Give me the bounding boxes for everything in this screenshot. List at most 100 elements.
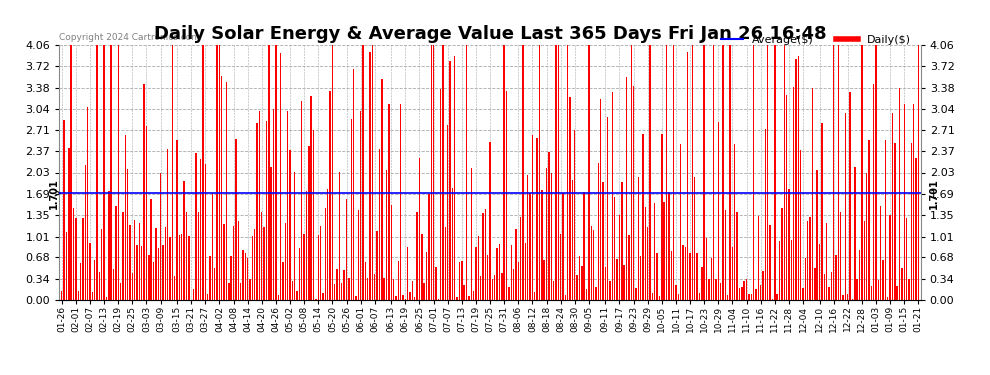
Bar bbox=[101, 229, 103, 300]
Bar bbox=[788, 189, 790, 300]
Bar bbox=[537, 138, 538, 300]
Bar bbox=[240, 282, 242, 300]
Bar bbox=[668, 192, 669, 300]
Bar bbox=[858, 250, 860, 300]
Bar bbox=[424, 283, 425, 300]
Bar bbox=[327, 189, 329, 300]
Bar bbox=[265, 122, 267, 300]
Bar bbox=[146, 126, 148, 300]
Bar bbox=[433, 45, 435, 300]
Bar bbox=[588, 45, 590, 300]
Bar bbox=[296, 291, 298, 300]
Bar bbox=[750, 294, 752, 300]
Bar bbox=[779, 242, 780, 300]
Bar bbox=[610, 281, 611, 300]
Bar bbox=[277, 295, 279, 300]
Bar bbox=[863, 221, 865, 300]
Bar bbox=[542, 190, 543, 300]
Bar bbox=[760, 285, 761, 300]
Bar bbox=[732, 248, 734, 300]
Bar bbox=[515, 229, 517, 300]
Bar bbox=[61, 291, 62, 300]
Bar bbox=[677, 294, 679, 300]
Bar bbox=[713, 45, 715, 300]
Bar bbox=[840, 212, 842, 300]
Bar bbox=[829, 287, 830, 300]
Bar bbox=[692, 45, 693, 300]
Bar bbox=[463, 285, 465, 300]
Bar bbox=[130, 225, 131, 300]
Bar bbox=[308, 146, 310, 300]
Bar bbox=[696, 253, 698, 300]
Bar bbox=[730, 45, 731, 300]
Bar bbox=[461, 261, 462, 300]
Text: 1.701: 1.701 bbox=[930, 178, 940, 209]
Bar bbox=[417, 212, 418, 300]
Bar bbox=[824, 274, 825, 300]
Bar bbox=[65, 232, 67, 300]
Bar bbox=[273, 109, 274, 300]
Bar bbox=[263, 227, 265, 300]
Bar bbox=[571, 180, 573, 300]
Bar bbox=[350, 119, 351, 300]
Bar bbox=[318, 236, 319, 300]
Bar bbox=[174, 276, 175, 300]
Bar bbox=[889, 215, 891, 300]
Bar bbox=[548, 152, 549, 300]
Bar bbox=[833, 45, 835, 300]
Bar bbox=[552, 281, 554, 300]
Bar bbox=[106, 297, 107, 300]
Bar bbox=[301, 101, 303, 300]
Bar bbox=[600, 99, 601, 300]
Bar bbox=[757, 216, 759, 300]
Bar bbox=[586, 289, 587, 300]
Bar bbox=[624, 264, 625, 300]
Bar bbox=[619, 214, 620, 300]
Bar bbox=[793, 87, 794, 300]
Bar bbox=[438, 299, 439, 300]
Bar bbox=[769, 225, 771, 300]
Bar bbox=[202, 45, 204, 300]
Bar bbox=[167, 149, 168, 300]
Bar bbox=[127, 169, 129, 300]
Bar bbox=[854, 167, 855, 300]
Bar bbox=[499, 244, 500, 300]
Bar bbox=[885, 140, 886, 300]
Bar bbox=[402, 295, 404, 300]
Bar bbox=[118, 45, 119, 300]
Bar bbox=[682, 245, 684, 300]
Bar bbox=[562, 193, 563, 300]
Bar bbox=[99, 272, 100, 300]
Bar bbox=[217, 45, 218, 300]
Bar bbox=[694, 177, 696, 300]
Bar bbox=[176, 140, 178, 300]
Bar bbox=[638, 177, 639, 300]
Bar bbox=[810, 217, 811, 300]
Bar bbox=[767, 45, 768, 300]
Bar bbox=[150, 199, 151, 300]
Bar bbox=[231, 256, 232, 300]
Bar bbox=[181, 234, 182, 300]
Bar bbox=[817, 170, 818, 300]
Bar bbox=[155, 228, 156, 300]
Bar bbox=[617, 260, 618, 300]
Bar bbox=[470, 168, 472, 300]
Bar bbox=[198, 212, 199, 300]
Bar bbox=[781, 208, 782, 300]
Bar bbox=[390, 206, 392, 300]
Bar bbox=[612, 92, 613, 300]
Bar bbox=[339, 172, 341, 300]
Text: 1.701: 1.701 bbox=[50, 178, 59, 209]
Bar bbox=[256, 123, 257, 300]
Bar bbox=[607, 117, 609, 300]
Bar bbox=[419, 159, 420, 300]
Bar bbox=[523, 45, 524, 300]
Bar bbox=[337, 269, 338, 300]
Bar bbox=[581, 267, 582, 300]
Bar bbox=[436, 267, 437, 300]
Bar bbox=[221, 76, 223, 300]
Bar bbox=[715, 279, 717, 300]
Bar bbox=[188, 236, 189, 300]
Bar bbox=[496, 248, 498, 300]
Bar bbox=[550, 173, 552, 300]
